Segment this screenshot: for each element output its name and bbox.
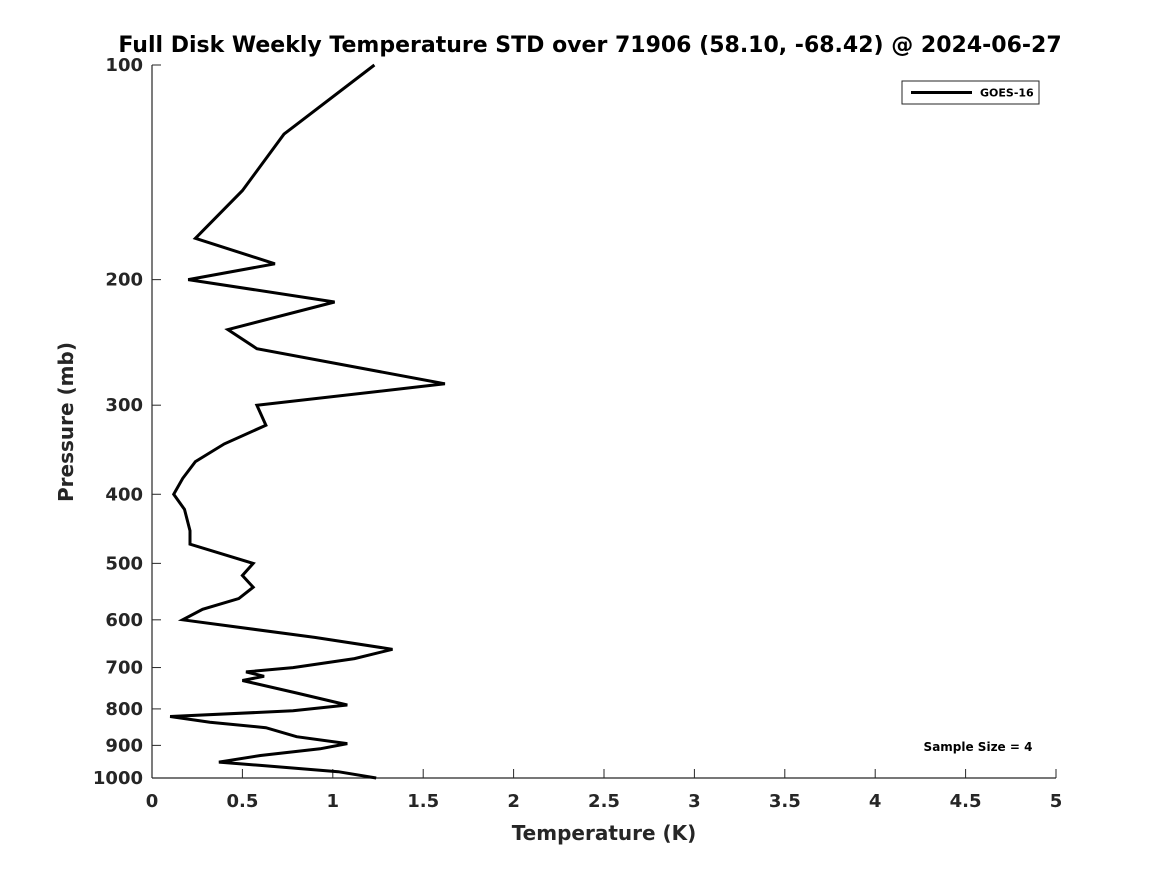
plot-axes: 0 0.5 1 1.5 2 2.5 3 3.5 4 4.5 5 100 200 300 400 500 600 7… [93, 55, 1062, 812]
y-tick-label: 400 [105, 484, 143, 505]
x-tick-label: 2 [507, 791, 520, 812]
x-axis-title: Temperature (K) [512, 821, 697, 845]
x-tick-label: 4.5 [950, 791, 982, 812]
x-tick-label: 3 [688, 791, 701, 812]
x-tick-label: 1.5 [407, 791, 439, 812]
x-tick-label: 3.5 [769, 791, 801, 812]
legend: GOES-16 [901, 80, 1040, 105]
y-tick-label: 900 [105, 735, 143, 756]
y-tick-label: 200 [105, 270, 143, 291]
x-tick-label: 2.5 [588, 791, 620, 812]
sample-size-annotation: Sample Size = 4 [924, 740, 1033, 754]
y-tick-label: 800 [105, 699, 143, 720]
x-tick-label: 0.5 [226, 791, 258, 812]
y-axis-title: Pressure (mb) [54, 342, 78, 502]
legend-label: GOES-16 [980, 87, 1034, 100]
y-tick-label: 1000 [93, 768, 143, 789]
y-tick-label: 500 [105, 553, 143, 574]
x-tick-label: 4 [869, 791, 882, 812]
y-tick-label: 300 [105, 395, 143, 416]
y-tick-label: 100 [105, 55, 143, 76]
y-tick-label: 700 [105, 658, 143, 679]
x-tick-label: 0 [146, 791, 159, 812]
series-layer [169, 63, 446, 780]
chart-title: Full Disk Weekly Temperature STD over 71… [118, 33, 1061, 58]
y-tick-label: 600 [105, 610, 143, 631]
x-tick-label: 1 [327, 791, 340, 812]
x-tick-label: 5 [1050, 791, 1063, 812]
series-line [169, 63, 446, 780]
